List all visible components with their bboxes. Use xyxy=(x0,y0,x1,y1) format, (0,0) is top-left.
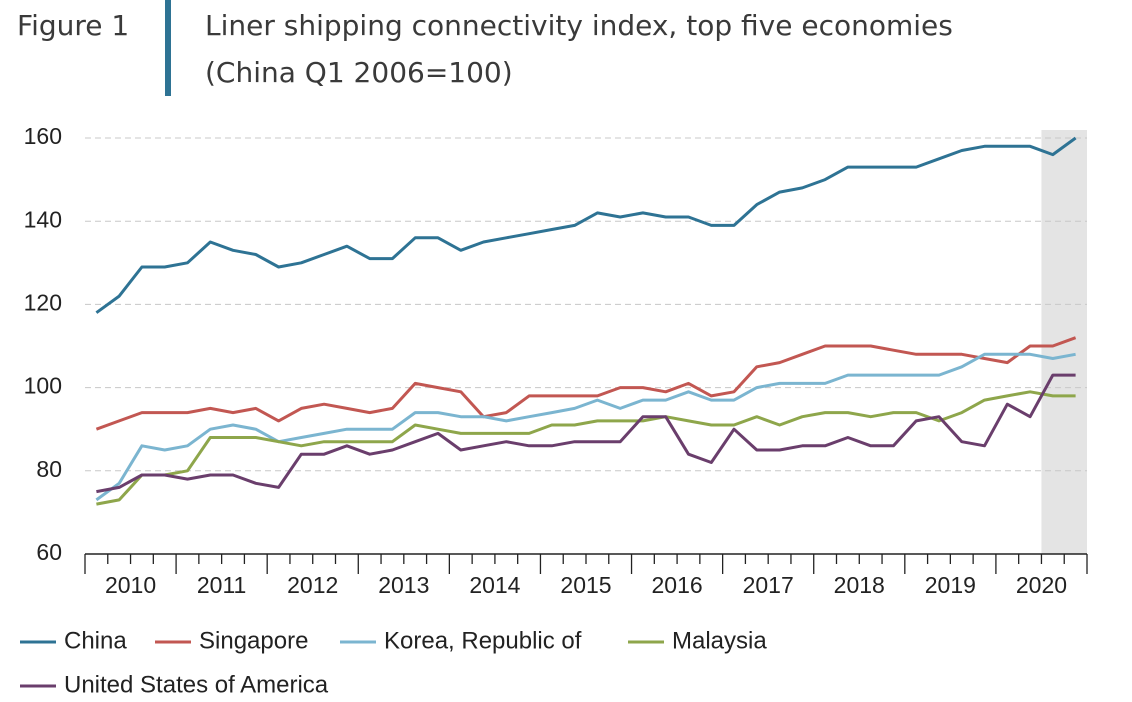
x-tick-label: 2020 xyxy=(1016,572,1067,598)
x-tick-label: 2016 xyxy=(652,572,703,598)
y-tick-label: 100 xyxy=(24,373,62,399)
y-tick-label: 140 xyxy=(24,206,62,232)
y-tick-label: 160 xyxy=(24,123,62,149)
x-tick-label: 2011 xyxy=(197,572,246,598)
x-tick-label: 2013 xyxy=(378,572,429,598)
legend-label: China xyxy=(64,627,127,654)
y-tick-label: 60 xyxy=(36,539,62,565)
legend-label: Korea, Republic of xyxy=(384,627,582,654)
x-tick-label: 2015 xyxy=(560,572,611,598)
chart-subtitle: (China Q1 2006=100) xyxy=(205,56,513,89)
series-line xyxy=(95,136,1077,314)
x-tick-label: 2014 xyxy=(469,572,520,598)
y-tick-label: 120 xyxy=(24,289,62,315)
figure-label: Figure 1 xyxy=(17,9,129,42)
legend-label: Malaysia xyxy=(672,627,767,654)
series-line xyxy=(96,390,1076,506)
x-tick-label: 2010 xyxy=(105,572,156,598)
x-tick-label: 2019 xyxy=(925,572,976,598)
series-line xyxy=(96,373,1076,494)
x-tick-label: 2018 xyxy=(834,572,885,598)
series-line xyxy=(95,336,1077,431)
x-tick-label: 2012 xyxy=(287,572,338,598)
header-bar xyxy=(165,0,171,96)
series-line xyxy=(95,352,1076,502)
chart-title: Liner shipping connectivity index, top f… xyxy=(205,9,953,42)
x-tick-label: 2017 xyxy=(743,572,794,598)
legend-label: United States of America xyxy=(64,671,329,698)
legend-label: Singapore xyxy=(199,627,308,654)
y-tick-label: 80 xyxy=(36,456,62,482)
